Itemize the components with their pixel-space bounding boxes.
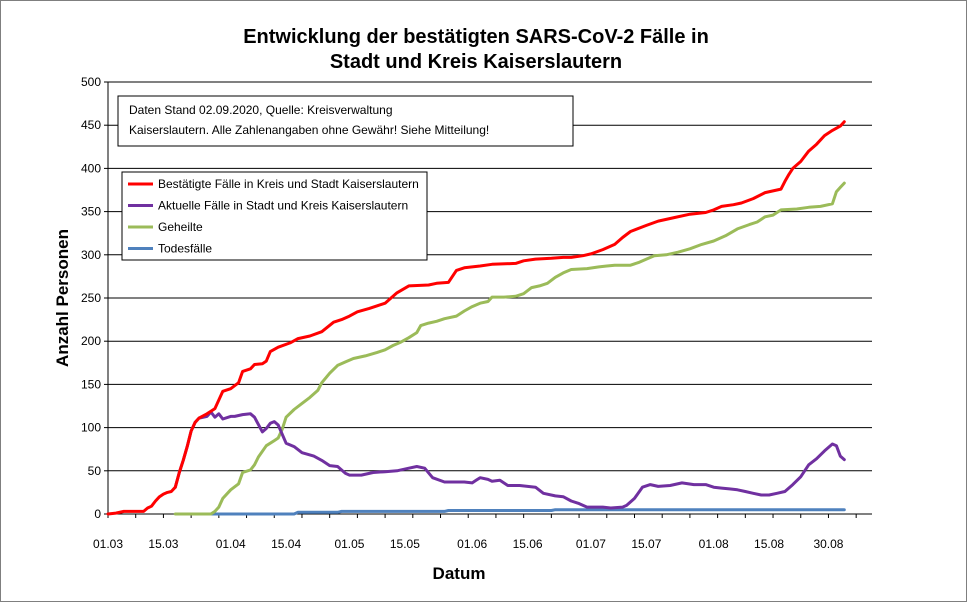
y-axis-ticks: 0 50 100 150 200 250 300 350 400 450 500 <box>81 75 108 521</box>
x-tick-label: 15.03 <box>148 537 178 551</box>
series-line-0 <box>106 120 846 516</box>
x-tick-label: 15.05 <box>390 537 420 551</box>
annotation-border <box>117 95 574 147</box>
series-line-3 <box>201 508 846 516</box>
chart-title-line-2: Stadt und Kreis Kaiserslautern <box>330 51 622 73</box>
x-axis-title: Datum <box>433 564 486 583</box>
x-tick-label: 15.08 <box>754 537 784 551</box>
y-tick-label: 50 <box>88 464 102 478</box>
x-tick-label: 30.08 <box>813 537 843 551</box>
x-tick-label: 15.04 <box>271 537 301 551</box>
legend-entry: Geheilte <box>158 220 203 234</box>
x-tick-label: 01.05 <box>334 537 364 551</box>
legend-entry: Aktuelle Fälle in Stadt und Kreis Kaiser… <box>158 199 408 213</box>
x-tick-label: 01.08 <box>699 537 729 551</box>
x-tick-label: 15.06 <box>513 537 543 551</box>
y-tick-label: 100 <box>81 421 101 435</box>
y-tick-label: 0 <box>94 507 101 521</box>
annotation-line-2: Kaiserslautern. Alle Zahlenangaben ohne … <box>129 123 489 137</box>
annotation-box: Daten Stand 02.09.2020, Quelle: Kreisver… <box>117 95 574 147</box>
annotation-line-1: Daten Stand 02.09.2020, Quelle: Kreisver… <box>129 103 393 117</box>
legend-border <box>121 171 428 261</box>
x-tick-label: 01.04 <box>216 537 246 551</box>
y-tick-label: 450 <box>81 118 101 132</box>
y-tick-label: 400 <box>81 161 101 175</box>
y-tick-label: 150 <box>81 377 101 391</box>
legend-entry: Bestätigte Fälle in Kreis und Stadt Kais… <box>158 177 419 191</box>
x-tick-label: 15.07 <box>631 537 661 551</box>
series-lines <box>106 120 846 516</box>
x-axis-ticks: 01.03 15.03 01.04 15.04 01.05 15.05 01.06 15.06… <box>93 514 857 551</box>
y-tick-label: 250 <box>81 291 101 305</box>
series-line-1 <box>173 410 846 510</box>
x-tick-label: 01.07 <box>576 537 606 551</box>
y-tick-label: 300 <box>81 248 101 262</box>
legend-entry: Todesfälle <box>158 242 212 256</box>
x-tick-label: 01.06 <box>457 537 487 551</box>
y-tick-label: 350 <box>81 205 101 219</box>
y-tick-label: 200 <box>81 334 101 348</box>
chart-title-line-1: Entwicklung der bestätigten SARS-CoV-2 F… <box>243 26 709 48</box>
legend: Bestätigte Fälle in Kreis und Stadt Kais… <box>121 171 428 261</box>
y-tick-label: 500 <box>81 75 101 89</box>
series-line-2 <box>173 181 846 516</box>
x-tick-label: 01.03 <box>93 537 123 551</box>
y-axis-title: Anzahl Personen <box>53 229 72 367</box>
